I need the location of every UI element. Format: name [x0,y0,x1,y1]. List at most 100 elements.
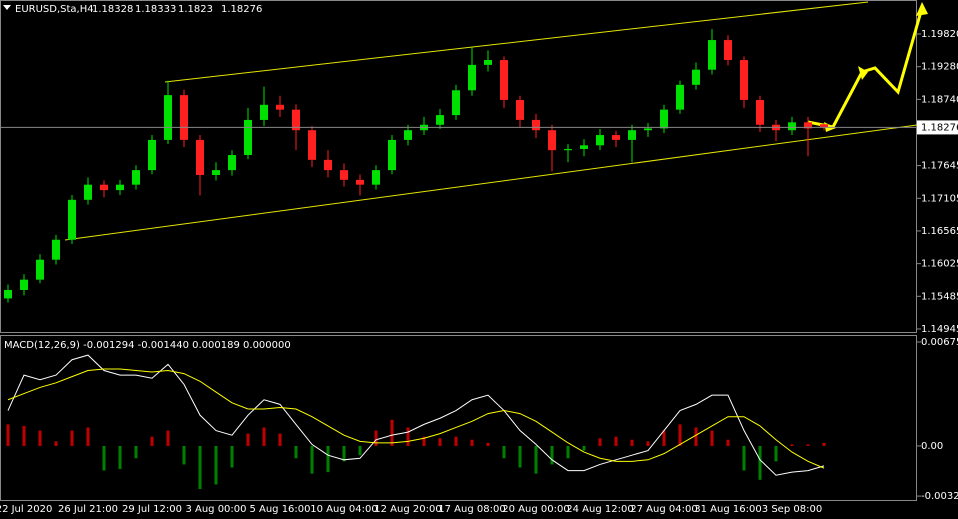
x-tick-label: 20 Aug 00:00 [502,504,569,515]
candle-body [196,139,204,175]
candle-body [436,115,444,125]
histogram-bar [582,445,586,451]
histogram-bar [678,424,682,446]
histogram-bar [22,425,26,446]
histogram-bar [646,441,650,446]
histogram-bar [358,445,362,456]
histogram-bar [806,444,810,446]
histogram-bar [758,445,762,480]
histogram-bar [150,436,154,446]
histogram-bar [486,442,490,446]
histogram-bar [790,444,794,446]
macd-line [7,354,825,476]
candle-body [292,109,300,131]
y-tick-label: 1.19280 [921,62,958,73]
x-tick-label: 29 Jul 12:00 [122,504,182,515]
x-tick-label: 3 Aug 00:00 [185,504,246,515]
candle-body [36,259,44,280]
histogram-bar [230,445,234,468]
candle-body [212,170,220,175]
histogram-bar [550,445,554,465]
histogram-bar [774,445,778,462]
histogram-bar [742,445,746,471]
histogram-bar [86,427,90,446]
histogram-bar [310,445,314,474]
histogram-bar [262,427,266,446]
candle-body [788,122,796,131]
candle-body [52,239,60,260]
histogram-bar [54,441,58,446]
candle-body [308,130,316,160]
candle-body [372,170,380,185]
candle-body [404,130,412,140]
histogram-bar [182,445,186,465]
candle-body [68,199,76,240]
y-tick-label: 1.17105 [921,193,958,204]
candle-body [132,170,140,185]
last-high: 1.18333 [135,4,176,15]
x-tick-label: 31 Aug 16:00 [694,504,761,515]
candle-body [468,64,476,91]
candle-body [596,135,604,146]
histogram-bar [342,445,346,462]
histogram-bar [662,430,666,446]
candle-body [484,60,492,65]
histogram-bar [390,419,394,446]
candle-body [324,159,332,171]
histogram-bar [70,430,74,446]
histogram-bar [198,445,202,490]
symbol-title: EURUSD,Sta,H4 [15,4,94,15]
histogram-bar [214,445,218,485]
histogram-bar [246,433,250,446]
channel-top [164,1,869,83]
histogram-bar [710,430,714,446]
candle-body [692,69,700,85]
candle-body [148,139,156,171]
candle-body [452,90,460,116]
candle-body [724,40,732,61]
x-tick-label: 22 Jul 2020 [0,504,52,515]
last-low: 1.1823 [178,4,213,15]
histogram-bar [822,443,826,446]
histogram-bar [598,438,602,446]
y-tick-label: 1.18740 [921,94,958,105]
candle-body [548,130,556,151]
histogram-bar [454,436,458,446]
x-tick-label: 12 Aug 20:00 [374,504,441,515]
candle-body [564,148,572,151]
histogram-bar [726,439,730,446]
candle-body [532,119,540,131]
macd-line [7,368,825,469]
histogram-bar [438,438,442,446]
histogram-bar [502,445,506,459]
macd-panel [0,335,917,501]
last-open: 1.18328 [92,4,133,15]
channel-bottom [64,124,918,241]
y-tick-label: 1.17645 [921,161,958,172]
arrow-head [858,66,868,80]
candle-body [612,135,620,140]
menu-icon[interactable] [3,5,11,10]
candle-body [340,170,348,180]
histogram-bar [694,427,698,446]
candle-body [244,119,252,156]
y-tick-label: 1.16565 [921,226,958,237]
y-tick-label: 1.19820 [921,29,958,40]
y-tick-label: 0.00 [921,441,943,452]
histogram-bar [278,433,282,446]
y-tick-label: -0.003256 [921,491,958,502]
x-tick-label: 26 Jul 21:00 [58,504,118,515]
current-price-box [917,120,958,135]
y-tick-label: 0.006751 [921,337,958,348]
arrow-head [916,2,928,16]
candle-body [20,279,28,290]
candle-body [676,84,684,110]
histogram-bar [518,445,522,468]
candle-body [164,95,172,140]
x-tick-label: 17 Aug 08:00 [438,504,505,515]
current-price-label: 1.18276 [921,122,958,133]
candle-body [180,95,188,140]
x-tick-label: 5 Aug 16:00 [249,504,310,515]
candle-body [4,289,12,299]
